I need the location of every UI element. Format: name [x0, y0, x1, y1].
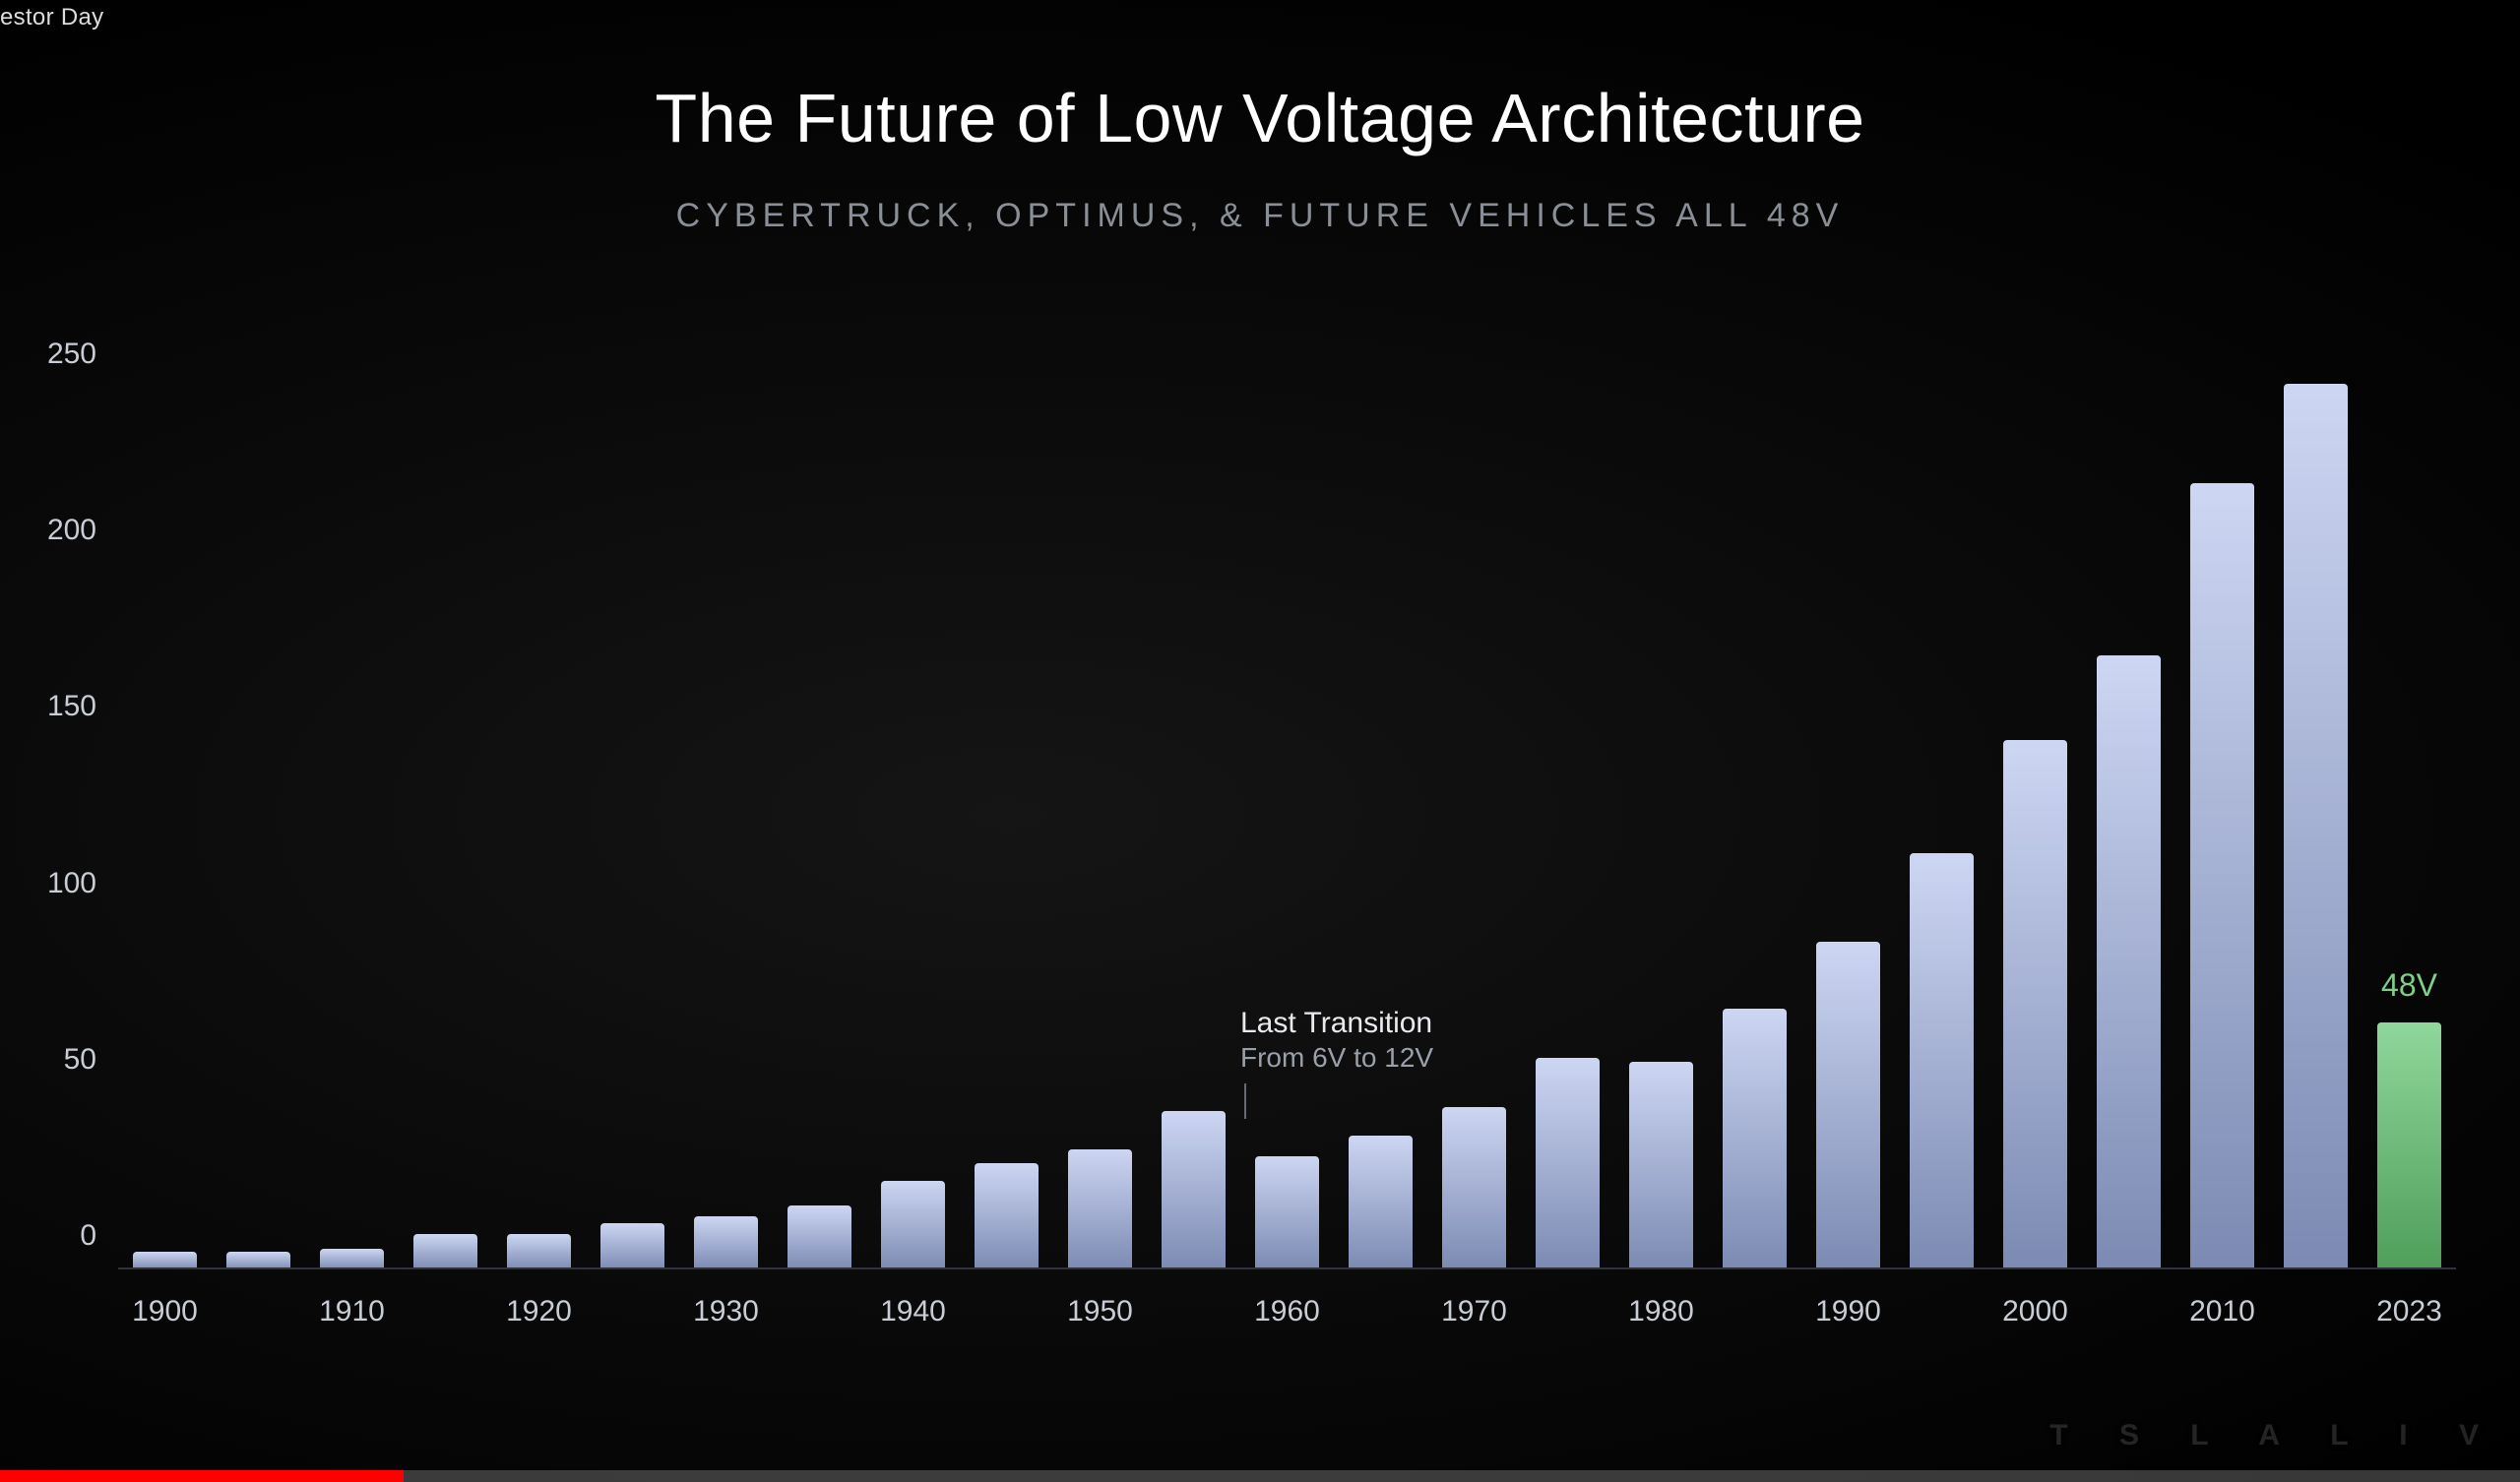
x-tick-label: 1930 — [693, 1295, 759, 1328]
bar-slot — [1427, 335, 1521, 1269]
bar — [2097, 655, 2161, 1269]
chart: 0 50 100 150 200 250 Last TransitionFrom 6V t… — [20, 335, 2490, 1328]
bar-slot — [866, 335, 960, 1269]
bar-slot — [1614, 335, 1708, 1269]
bar-slot — [2269, 335, 2362, 1269]
x-tick-label: 1960 — [1254, 1295, 1320, 1328]
bar-slot — [1988, 335, 2082, 1269]
bar-slot — [960, 335, 1053, 1269]
y-tick-label: 50 — [64, 1043, 96, 1077]
x-tick-label: 1950 — [1067, 1295, 1133, 1328]
bar — [2284, 384, 2348, 1269]
y-tick-label: 0 — [80, 1219, 96, 1253]
bar — [1910, 853, 1974, 1269]
y-tick-label: 150 — [47, 690, 96, 723]
video-progress-track[interactable] — [0, 1470, 2520, 1482]
annotation-subtitle: From 6V to 12V — [1240, 1042, 1433, 1074]
highlight-callout: 48V — [2381, 967, 2437, 1004]
bar — [1816, 942, 1880, 1269]
bar — [600, 1223, 664, 1269]
bar-slot — [1895, 335, 1988, 1269]
bar — [320, 1249, 384, 1270]
bar-slot — [118, 335, 212, 1269]
annotation-title: Last Transition — [1240, 1007, 1433, 1040]
chart-annotation: Last TransitionFrom 6V to 12V — [1240, 1007, 1433, 1119]
bar-slot — [1521, 335, 1614, 1269]
bar-slot — [1334, 335, 1427, 1269]
bar — [2003, 740, 2067, 1269]
bar — [1442, 1107, 1506, 1269]
bar-slot — [773, 335, 866, 1269]
bar-slot — [679, 335, 773, 1269]
x-tick-label: 1990 — [1815, 1295, 1881, 1328]
bar-slot — [1147, 335, 1240, 1269]
bar-slot — [2362, 335, 2456, 1269]
bar-slot — [2082, 335, 2175, 1269]
bar — [1068, 1149, 1132, 1269]
bar-slot — [492, 335, 586, 1269]
bar-slot — [1240, 335, 1334, 1269]
bar-slot — [586, 335, 679, 1269]
bar — [2190, 483, 2254, 1269]
bar-slot — [1053, 335, 1147, 1269]
bar — [975, 1163, 1039, 1269]
x-tick-label: 2023 — [2376, 1295, 2442, 1328]
bar — [881, 1181, 945, 1269]
slide-subtitle: CYBERTRUCK, OPTIMUS, & FUTURE VEHICLES A… — [676, 197, 1845, 235]
bar — [788, 1205, 851, 1269]
x-tick-label: 1900 — [132, 1295, 198, 1328]
slide-title: The Future of Low Voltage Architecture — [655, 79, 1864, 157]
bar — [1723, 1009, 1787, 1269]
bar — [507, 1234, 571, 1269]
slide-background: estor Day The Future of Low Voltage Arch… — [0, 0, 2520, 1482]
annotation-tick — [1244, 1083, 1246, 1119]
x-tick-label: 2000 — [2002, 1295, 2068, 1328]
x-tick-label: 1940 — [880, 1295, 946, 1328]
x-tick-label: 1920 — [506, 1295, 572, 1328]
x-tick-label: 2010 — [2189, 1295, 2255, 1328]
bar — [1629, 1062, 1693, 1270]
bar — [1162, 1111, 1226, 1269]
bar — [1536, 1058, 1600, 1269]
y-axis-labels: 0 50 100 150 200 250 — [20, 335, 108, 1269]
bar — [1349, 1136, 1413, 1269]
chart-bars — [118, 335, 2456, 1269]
bar-slot — [2175, 335, 2269, 1269]
bar-slot — [1801, 335, 1895, 1269]
x-tick-label: 1980 — [1628, 1295, 1694, 1328]
window-title-fragment: estor Day — [0, 0, 103, 35]
bar — [413, 1234, 477, 1269]
chart-plot-area: Last TransitionFrom 6V to 12V 48V — [118, 335, 2456, 1269]
video-progress-fill[interactable] — [0, 1470, 404, 1482]
bar-highlight — [2377, 1022, 2441, 1269]
bar-slot — [1708, 335, 1801, 1269]
x-axis-labels: 1900 1910 1920 1930 1940 1950 1960 1970 1980 1990… — [118, 1281, 2456, 1328]
y-tick-label: 200 — [47, 514, 96, 547]
bar — [694, 1216, 758, 1269]
bar — [1255, 1156, 1319, 1269]
watermark: T S L A L I V — [2049, 1419, 2500, 1452]
x-tick-label: 1910 — [319, 1295, 385, 1328]
chart-baseline — [118, 1267, 2456, 1269]
bar-slot — [212, 335, 305, 1269]
y-tick-label: 250 — [47, 338, 96, 371]
y-tick-label: 100 — [47, 867, 96, 900]
bar-slot — [399, 335, 492, 1269]
x-tick-label: 1970 — [1441, 1295, 1507, 1328]
bar-slot — [305, 335, 399, 1269]
